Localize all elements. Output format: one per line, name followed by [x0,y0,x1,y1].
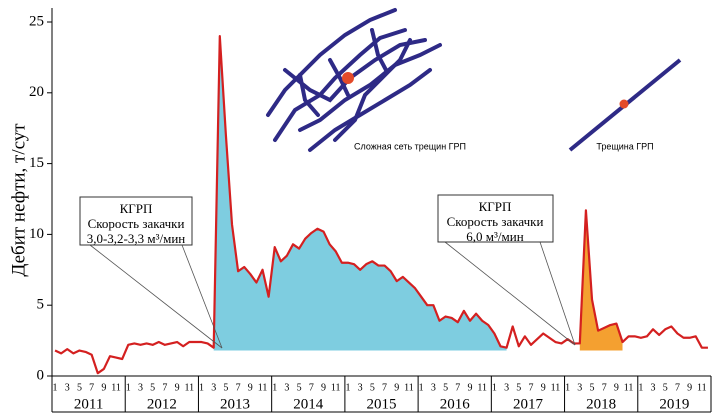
year-label: 2016 [440,396,471,412]
month-label: 1 [199,382,204,393]
month-label: 9 [101,382,106,393]
month-label: 11 [404,382,414,393]
month-label: 5 [223,382,228,393]
month-label: 5 [590,382,595,393]
month-label: 5 [150,382,155,393]
month-label: 3 [138,382,143,393]
annotation-text: Скорость закачки [88,216,185,231]
month-label: 7 [309,382,314,393]
fracture-dot [620,100,629,109]
fracture-network [268,10,440,150]
y-tick-label: 0 [37,367,45,383]
month-label: 5 [443,382,448,393]
month-label: 3 [65,382,70,393]
diagram-label: Трещина ГРП [596,141,653,151]
year-label: 2012 [147,396,177,412]
month-label: 5 [516,382,521,393]
month-label: 9 [248,382,253,393]
year-label: 2014 [293,396,324,412]
y-tick-label: 25 [29,13,44,29]
year-label: 2011 [74,396,103,412]
month-label: 9 [467,382,472,393]
y-tick-label: 15 [29,155,44,171]
month-label: 3 [651,382,656,393]
network-dot [342,72,354,84]
month-label: 1 [53,382,58,393]
year-label: 2018 [586,396,616,412]
month-label: 7 [602,382,607,393]
chart: Сложная сеть трещин ГРП Трещина ГРП Деби… [0,0,713,413]
month-label: 11 [624,382,634,393]
month-label: 7 [455,382,460,393]
month-label: 1 [565,382,570,393]
annotation-text: КГРП [479,199,512,214]
diagram-label: Сложная сеть трещин ГРП [354,141,466,151]
y-tick-label: 10 [29,226,44,242]
month-label: 3 [358,382,363,393]
month-label: 3 [504,382,509,393]
annotation-text: КГРП [120,201,153,216]
annotation-text: 3,0-3,2-3,3 м³/мин [87,231,186,246]
month-label: 7 [89,382,94,393]
month-label: 9 [687,382,692,393]
month-label: 9 [321,382,326,393]
month-label: 11 [331,382,341,393]
month-label: 3 [284,382,289,393]
y-tick-label: 5 [37,297,45,313]
annotation-pointer [540,242,575,345]
month-label: 9 [175,382,180,393]
month-label: 5 [370,382,375,393]
month-label: 1 [492,382,497,393]
month-label: 11 [111,382,121,393]
month-label: 1 [345,382,350,393]
month-label: 7 [675,382,680,393]
month-label: 5 [77,382,82,393]
month-label: 7 [528,382,533,393]
month-label: 3 [577,382,582,393]
month-label: 11 [184,382,194,393]
year-label: 2019 [659,396,689,412]
month-label: 9 [394,382,399,393]
month-label: 1 [272,382,277,393]
annotation-text: 6,0 м³/мин [466,229,523,244]
month-label: 5 [663,382,668,393]
month-label: 11 [551,382,561,393]
month-label: 1 [419,382,424,393]
y-tick-label: 20 [29,84,44,100]
month-label: 7 [382,382,387,393]
month-label: 7 [236,382,241,393]
month-label: 11 [258,382,268,393]
month-label: 5 [297,382,302,393]
y-axis-label: Дебит нефти, т/сут [8,123,29,277]
month-label: 11 [697,382,707,393]
month-label: 11 [477,382,487,393]
filled-area [214,36,507,350]
month-label: 9 [541,382,546,393]
month-label: 9 [614,382,619,393]
month-label: 7 [162,382,167,393]
year-label: 2015 [367,396,397,412]
month-label: 3 [431,382,436,393]
month-label: 1 [638,382,643,393]
month-label: 3 [211,382,216,393]
year-label: 2017 [513,396,544,412]
month-label: 1 [126,382,131,393]
annotation-text: Скорость закачки [447,214,544,229]
year-label: 2013 [220,396,250,412]
